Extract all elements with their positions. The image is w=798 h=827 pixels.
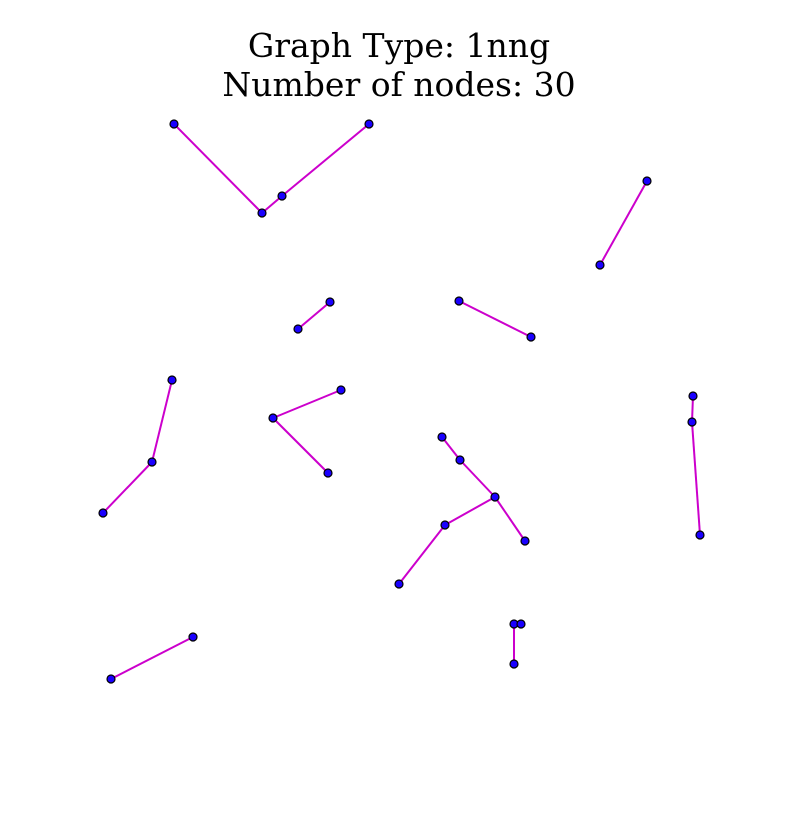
graph-node	[440, 520, 450, 530]
graph-edge	[691, 421, 701, 536]
graph-node	[695, 530, 705, 540]
graph-node	[325, 297, 335, 307]
graph-edge	[458, 300, 532, 338]
graph-edge	[459, 459, 496, 498]
graph-edge	[102, 461, 153, 514]
graph-edge	[151, 379, 173, 463]
graph-node	[520, 536, 530, 546]
graph-node	[687, 417, 697, 427]
graph-node	[167, 375, 177, 385]
graph-node	[642, 176, 652, 186]
graph-edge	[398, 524, 446, 585]
graph-node	[526, 332, 536, 342]
graph-node	[364, 119, 374, 129]
graph-edge	[110, 636, 194, 680]
edges-layer	[102, 123, 701, 680]
graph-node	[509, 659, 519, 669]
graph-title: Graph Type: 1nng Number of nodes: 30	[0, 26, 798, 104]
graph-node	[106, 674, 116, 684]
graph-node	[169, 119, 179, 129]
graph-node	[323, 468, 333, 478]
node-count-label: Number of nodes: 30	[222, 65, 576, 104]
graph-edge	[281, 123, 370, 197]
graph-node	[257, 208, 267, 218]
graph-node	[437, 432, 447, 442]
graph-edge	[441, 436, 461, 461]
graph-node	[516, 619, 526, 629]
graph-type-label: Graph Type: 1nng	[247, 26, 551, 65]
graph-node	[455, 455, 465, 465]
graph-node	[188, 632, 198, 642]
graph-node	[688, 391, 698, 401]
graph-node	[336, 385, 346, 395]
graph-edge	[272, 389, 342, 419]
nodes-layer	[98, 119, 705, 684]
graph-edge	[173, 123, 263, 214]
graph-node	[595, 260, 605, 270]
graph-node	[490, 492, 500, 502]
graph-edge	[272, 417, 329, 474]
graph-node	[293, 324, 303, 334]
graph-edge	[494, 496, 526, 542]
graph-node	[394, 579, 404, 589]
graph-edge	[297, 301, 331, 330]
graph-node	[277, 191, 287, 201]
graph-edge	[444, 496, 496, 526]
graph-node	[268, 413, 278, 423]
graph-node	[147, 457, 157, 467]
graph-node	[98, 508, 108, 518]
graph-node	[454, 296, 464, 306]
graph-edge	[599, 180, 648, 266]
